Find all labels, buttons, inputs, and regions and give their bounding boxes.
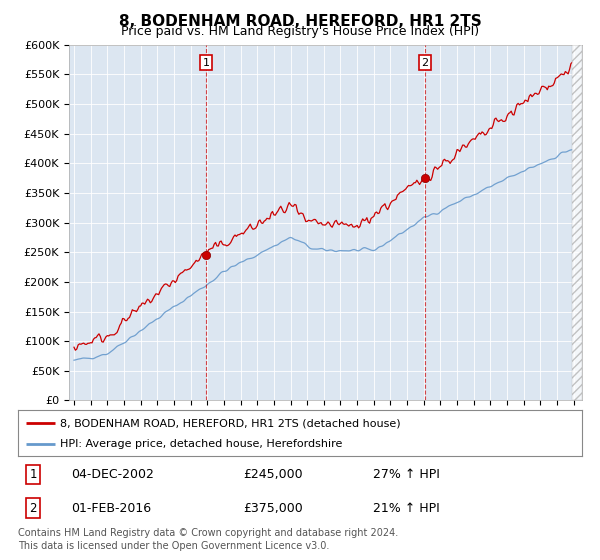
Text: 8, BODENHAM ROAD, HEREFORD, HR1 2TS (detached house): 8, BODENHAM ROAD, HEREFORD, HR1 2TS (det… <box>60 418 401 428</box>
Text: 01-FEB-2016: 01-FEB-2016 <box>71 502 152 515</box>
Text: 27% ↑ HPI: 27% ↑ HPI <box>373 468 440 481</box>
Text: Price paid vs. HM Land Registry's House Price Index (HPI): Price paid vs. HM Land Registry's House … <box>121 25 479 38</box>
Text: £245,000: £245,000 <box>244 468 303 481</box>
Text: 2: 2 <box>29 502 37 515</box>
Text: 8, BODENHAM ROAD, HEREFORD, HR1 2TS: 8, BODENHAM ROAD, HEREFORD, HR1 2TS <box>119 14 481 29</box>
Text: Contains HM Land Registry data © Crown copyright and database right 2024.
This d: Contains HM Land Registry data © Crown c… <box>18 528 398 550</box>
Text: £375,000: £375,000 <box>244 502 304 515</box>
Text: 21% ↑ HPI: 21% ↑ HPI <box>373 502 440 515</box>
Text: 04-DEC-2002: 04-DEC-2002 <box>71 468 154 481</box>
Text: HPI: Average price, detached house, Herefordshire: HPI: Average price, detached house, Here… <box>60 438 343 449</box>
Text: 2: 2 <box>422 58 429 68</box>
Text: 1: 1 <box>29 468 37 481</box>
Text: 1: 1 <box>202 58 209 68</box>
